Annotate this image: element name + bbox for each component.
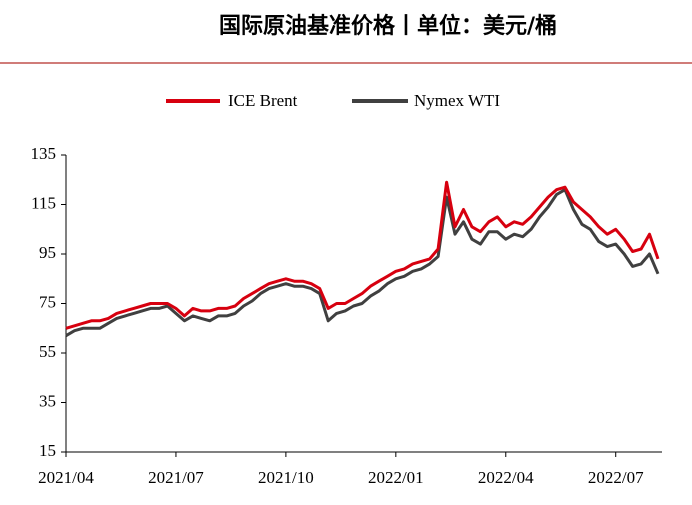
y-tick-label: 135 — [31, 144, 57, 163]
series-line — [65, 180, 660, 330]
x-tick-label: 2022/07 — [588, 468, 644, 487]
y-tick-label: 75 — [39, 292, 56, 311]
y-tick-label: 35 — [39, 391, 56, 410]
legend-label: Nymex WTI — [414, 91, 500, 110]
y-tick-label: 115 — [31, 193, 56, 212]
series-line — [65, 188, 660, 337]
x-tick-label: 2021/07 — [148, 468, 204, 487]
chart-title: 国际原油基准价格丨单位：美元/桶 — [219, 13, 557, 39]
x-tick-label: 2022/01 — [368, 468, 424, 487]
x-tick-label: 2022/04 — [478, 468, 534, 487]
y-tick-label: 95 — [39, 243, 56, 262]
x-tick-label: 2021/04 — [38, 468, 94, 487]
x-tick-label: 2021/10 — [258, 468, 314, 487]
y-tick-label: 15 — [39, 441, 56, 460]
legend-label: ICE Brent — [228, 91, 298, 110]
y-tick-label: 55 — [39, 342, 56, 361]
